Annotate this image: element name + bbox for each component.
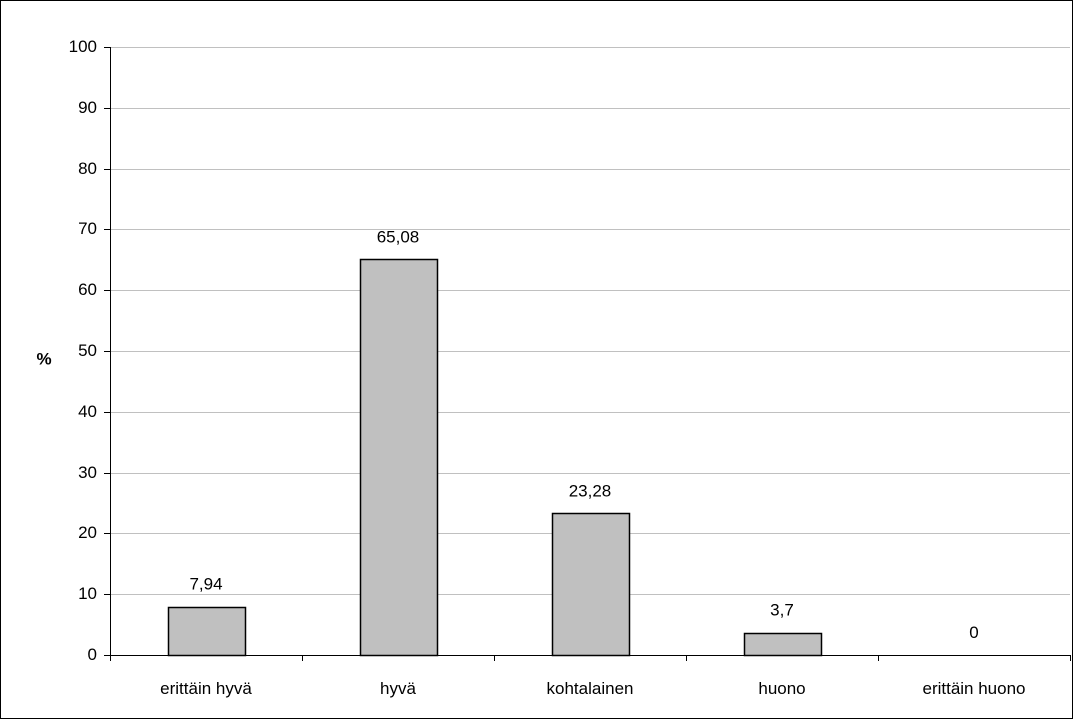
bar <box>359 258 439 657</box>
data-label: 7,94 <box>189 575 222 594</box>
y-tick-label: 100 <box>69 37 97 56</box>
y-tick-label: 70 <box>78 219 97 238</box>
gridlines <box>110 47 1070 595</box>
data-label: 23,28 <box>569 481 612 500</box>
x-tick-label: kohtalainen <box>547 679 634 698</box>
x-tick-label: hyvä <box>380 679 416 698</box>
y-tick-label: 60 <box>78 280 97 299</box>
axes <box>104 47 1071 661</box>
y-tick-label: 80 <box>78 159 97 178</box>
y-tick-label: 0 <box>88 645 97 664</box>
y-tick-label: 30 <box>78 463 97 482</box>
bar <box>167 606 247 657</box>
x-tick-label: erittäin huono <box>922 679 1025 698</box>
labels: 0 10 20 30 40 50 60 70 80 90 100 7,94 erittäin hyvä 6… <box>69 37 1026 698</box>
data-label: 0 <box>969 623 978 642</box>
x-tick-label: huono <box>758 679 805 698</box>
bar <box>743 632 823 657</box>
y-tick-label: 10 <box>78 584 97 603</box>
y-tick-label: 40 <box>78 402 97 421</box>
y-tick-label: 90 <box>78 98 97 117</box>
x-tick-label: erittäin hyvä <box>160 679 252 698</box>
data-label: 3,7 <box>770 601 794 620</box>
bar <box>551 512 631 657</box>
y-tick-label: 50 <box>78 341 97 360</box>
data-label: 65,08 <box>377 227 420 246</box>
y-tick-label: 20 <box>78 523 97 542</box>
y-axis-label: % <box>36 349 51 368</box>
